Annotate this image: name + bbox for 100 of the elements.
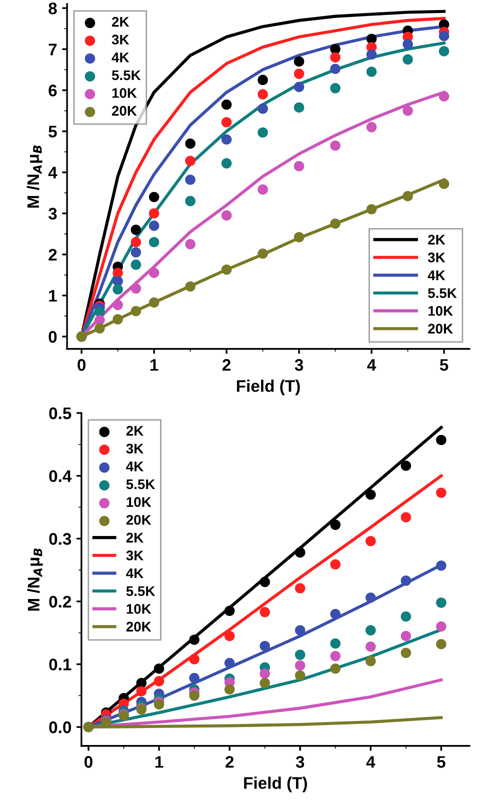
point: [400, 648, 412, 658]
point: [438, 91, 450, 102]
point: [366, 641, 376, 652]
legend-label: 2K: [126, 532, 144, 542]
point: [366, 490, 376, 500]
point: [330, 608, 341, 620]
point: [260, 668, 270, 679]
point: [330, 52, 340, 63]
legend-label: 5.5K: [428, 288, 457, 298]
point: [436, 638, 446, 650]
point: [185, 156, 196, 166]
y-axis-title: M /N$_{A}$μ$_{B}$: [26, 145, 42, 208]
x-tick-label: 1: [150, 359, 158, 371]
point: [330, 559, 341, 570]
y-tick-label: 5: [48, 126, 57, 138]
point: [94, 323, 105, 334]
point: [436, 560, 446, 571]
point: [185, 239, 196, 250]
legend-label: 20K: [112, 106, 137, 116]
point: [136, 686, 147, 696]
point: [148, 297, 160, 308]
point: [294, 161, 304, 172]
point: [112, 300, 123, 310]
point: [436, 598, 446, 608]
y-tick-label: 7: [48, 44, 57, 56]
point: [402, 54, 413, 65]
point: [294, 56, 304, 67]
point: [294, 583, 306, 594]
x-tick-label: 4: [366, 756, 376, 768]
point: [330, 638, 341, 649]
y-tick-label: 6: [48, 84, 57, 96]
y-tick-label: 0.2: [49, 596, 72, 608]
point: [366, 536, 376, 546]
point: [221, 99, 232, 110]
point: [436, 621, 446, 632]
point: [402, 39, 413, 50]
point: [260, 678, 270, 688]
point: [258, 74, 268, 86]
point: [258, 104, 268, 114]
point: [154, 676, 164, 686]
point: [330, 218, 340, 229]
point: [330, 140, 340, 151]
point: [260, 606, 270, 618]
point: [402, 190, 413, 202]
point: [224, 630, 235, 642]
point: [330, 520, 341, 530]
y-axis-title: M /N$_{A}$μ$_{B}$: [27, 548, 43, 611]
y-tick-label: 0.5: [49, 407, 72, 420]
legend-label: 10K: [126, 604, 152, 614]
point: [366, 625, 376, 636]
point: [130, 224, 142, 235]
point: [185, 281, 196, 292]
point: [224, 658, 235, 668]
point: [112, 284, 123, 294]
legend-label: 20K: [428, 324, 453, 334]
legend-label: 3K: [126, 444, 144, 454]
point: [436, 434, 446, 446]
point: [258, 89, 268, 100]
y-tick-label: 0.3: [49, 533, 72, 545]
y-tick-label: 4: [48, 166, 58, 178]
y-tick-label: 0.0: [49, 721, 72, 734]
legend-label: 2K: [428, 234, 446, 244]
point: [366, 592, 376, 603]
point: [366, 204, 377, 214]
point: [185, 138, 196, 149]
y-tick-label: 1: [49, 290, 57, 302]
point: [130, 283, 142, 294]
point: [258, 127, 268, 138]
point: [258, 248, 268, 259]
point: [294, 660, 306, 671]
point: [438, 178, 450, 189]
y-tick-label: 0: [48, 330, 57, 343]
point: [130, 236, 142, 248]
point: [402, 106, 413, 116]
legend-label: 10K: [112, 88, 137, 98]
point: [400, 512, 412, 522]
point: [189, 634, 200, 645]
point: [294, 232, 304, 242]
x-tick-label: 1: [155, 756, 164, 768]
legend-label: 4K: [428, 270, 446, 280]
point: [260, 640, 270, 652]
point: [366, 49, 377, 60]
x-tick-label: 5: [437, 756, 446, 768]
legend-label: 5.5K: [126, 479, 156, 490]
point: [294, 547, 306, 558]
x-tick-label: 2: [226, 756, 234, 768]
legend-label: 4K: [126, 568, 144, 578]
point: [221, 117, 232, 128]
legend-label: 3K: [428, 252, 446, 262]
point: [400, 611, 412, 622]
point: [148, 208, 160, 219]
point: [400, 576, 412, 586]
point: [366, 656, 376, 666]
point: [189, 654, 200, 664]
point: [294, 625, 306, 636]
x-tick-label: 3: [294, 359, 304, 371]
x-tick-label: 4: [367, 359, 376, 371]
point: [130, 260, 142, 270]
point: [294, 102, 304, 113]
point: [400, 460, 412, 471]
